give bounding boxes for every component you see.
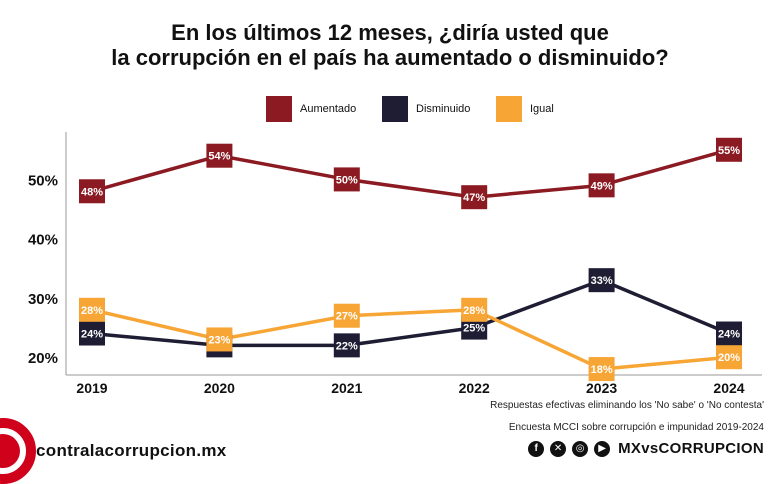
series-line-aumentado [90, 148, 731, 199]
data-label: 28% [463, 305, 485, 317]
website-link[interactable]: contralacorrupcion.mx [36, 441, 227, 460]
data-point-marker [461, 297, 488, 322]
instagram-icon[interactable]: ◎ [572, 440, 589, 457]
series-line-igual [90, 308, 731, 371]
legend-item-disminuido: Disminuido [382, 96, 470, 122]
legend-item-aumentado: Aumentado [266, 96, 356, 122]
legend-label: Aumentado [300, 103, 357, 115]
data-point-marker [79, 297, 105, 322]
data-point-marker [206, 327, 233, 352]
chart-legend: Aumentado Disminuido Igual [0, 96, 780, 122]
footnote-effective-responses: Respuestas efectivas eliminando los 'No … [490, 400, 764, 411]
y-tick-label: 20% [28, 350, 58, 367]
data-label: 24% [81, 329, 103, 341]
legend-swatch [382, 96, 408, 122]
data-label: 24% [718, 329, 740, 341]
data-label: 22% [336, 340, 358, 352]
line-chart: 20% 30% 40% 50% 2019 2020 2021 2022 2023 2024 48% 5… [28, 132, 762, 396]
y-tick-label: 50% [28, 172, 58, 189]
data-label: 23% [208, 334, 230, 346]
data-label: 28% [81, 305, 103, 317]
data-label: 54% [208, 151, 230, 163]
data-label: 55% [718, 145, 740, 157]
x-tick-label: 2019 [76, 380, 107, 396]
x-icon[interactable]: ✕ [550, 440, 567, 457]
legend-label: Disminuido [416, 103, 471, 115]
youtube-icon[interactable]: ▶ [594, 440, 611, 457]
x-tick-label: 2023 [586, 380, 617, 396]
data-point-marker [461, 185, 488, 210]
x-tick-label: 2021 [331, 380, 362, 396]
legend-item-igual: Igual [496, 96, 554, 122]
chart-title-line-2: la corrupción en el país ha aumentado o … [111, 45, 669, 70]
data-label: 49% [591, 180, 613, 192]
data-point-marker [206, 143, 233, 168]
data-label: 50% [336, 174, 358, 186]
chart-title-line-1: En los últimos 12 meses, ¿diría usted qu… [171, 20, 609, 45]
data-label: 27% [336, 311, 358, 323]
data-label: 47% [463, 192, 485, 204]
data-label: 33% [591, 275, 613, 287]
data-point-marker [79, 179, 105, 204]
legend-swatch [266, 96, 292, 122]
data-point-marker [79, 321, 105, 346]
legend-label: Igual [530, 103, 554, 115]
data-label: 48% [81, 186, 103, 198]
data-label: 20% [718, 352, 740, 364]
data-point-marker [333, 167, 360, 192]
x-tick-label: 2022 [459, 380, 490, 396]
y-tick-label: 40% [28, 232, 58, 249]
social-handle[interactable]: MXvsCORRUPCION [618, 440, 764, 457]
legend-swatch [496, 96, 522, 122]
data-label: 18% [591, 364, 613, 376]
x-tick-label: 2024 [713, 380, 744, 396]
facebook-icon[interactable]: f [528, 440, 545, 457]
data-point-marker [588, 173, 615, 198]
y-tick-label: 30% [28, 291, 58, 308]
series-line-disminuido [90, 278, 731, 348]
footnote-source: Encuesta MCCI sobre corrupción e impunid… [508, 422, 764, 433]
data-point-marker [588, 357, 615, 382]
data-point-marker [333, 333, 360, 358]
data-point-marker [716, 137, 742, 162]
social-links: f ✕ ◎ ▶ MXvsCORRUPCION [528, 440, 764, 457]
data-label: 25% [463, 323, 485, 335]
data-point-marker [588, 268, 615, 293]
data-point-marker [716, 321, 742, 346]
x-tick-label: 2020 [204, 380, 235, 396]
chart-title: En los últimos 12 meses, ¿diría usted qu… [0, 20, 780, 70]
data-point-marker [716, 345, 742, 370]
data-point-marker [333, 303, 360, 328]
